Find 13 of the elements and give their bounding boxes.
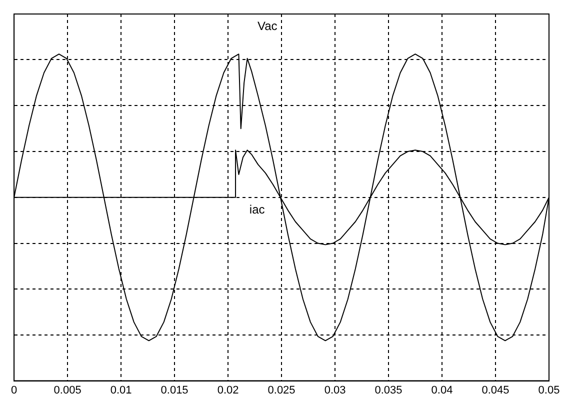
x-tick-label: 0.025: [268, 384, 296, 396]
x-tick-label: 0.02: [217, 384, 239, 396]
x-tick-label: 0.04: [431, 384, 453, 396]
x-tick-label: 0.045: [482, 384, 510, 396]
x-tick-label: 0.03: [324, 384, 346, 396]
x-tick-label: 0: [10, 384, 18, 396]
x-tick-label: 0.035: [374, 384, 402, 396]
x-tick-label: 0.015: [160, 384, 188, 396]
x-tick-label: 0.01: [110, 384, 132, 396]
series-label: iac: [249, 202, 265, 217]
x-tick-label: 0.05: [538, 384, 560, 396]
text: Vac: [257, 19, 278, 34]
x-tick-label: 0.005: [54, 384, 82, 396]
